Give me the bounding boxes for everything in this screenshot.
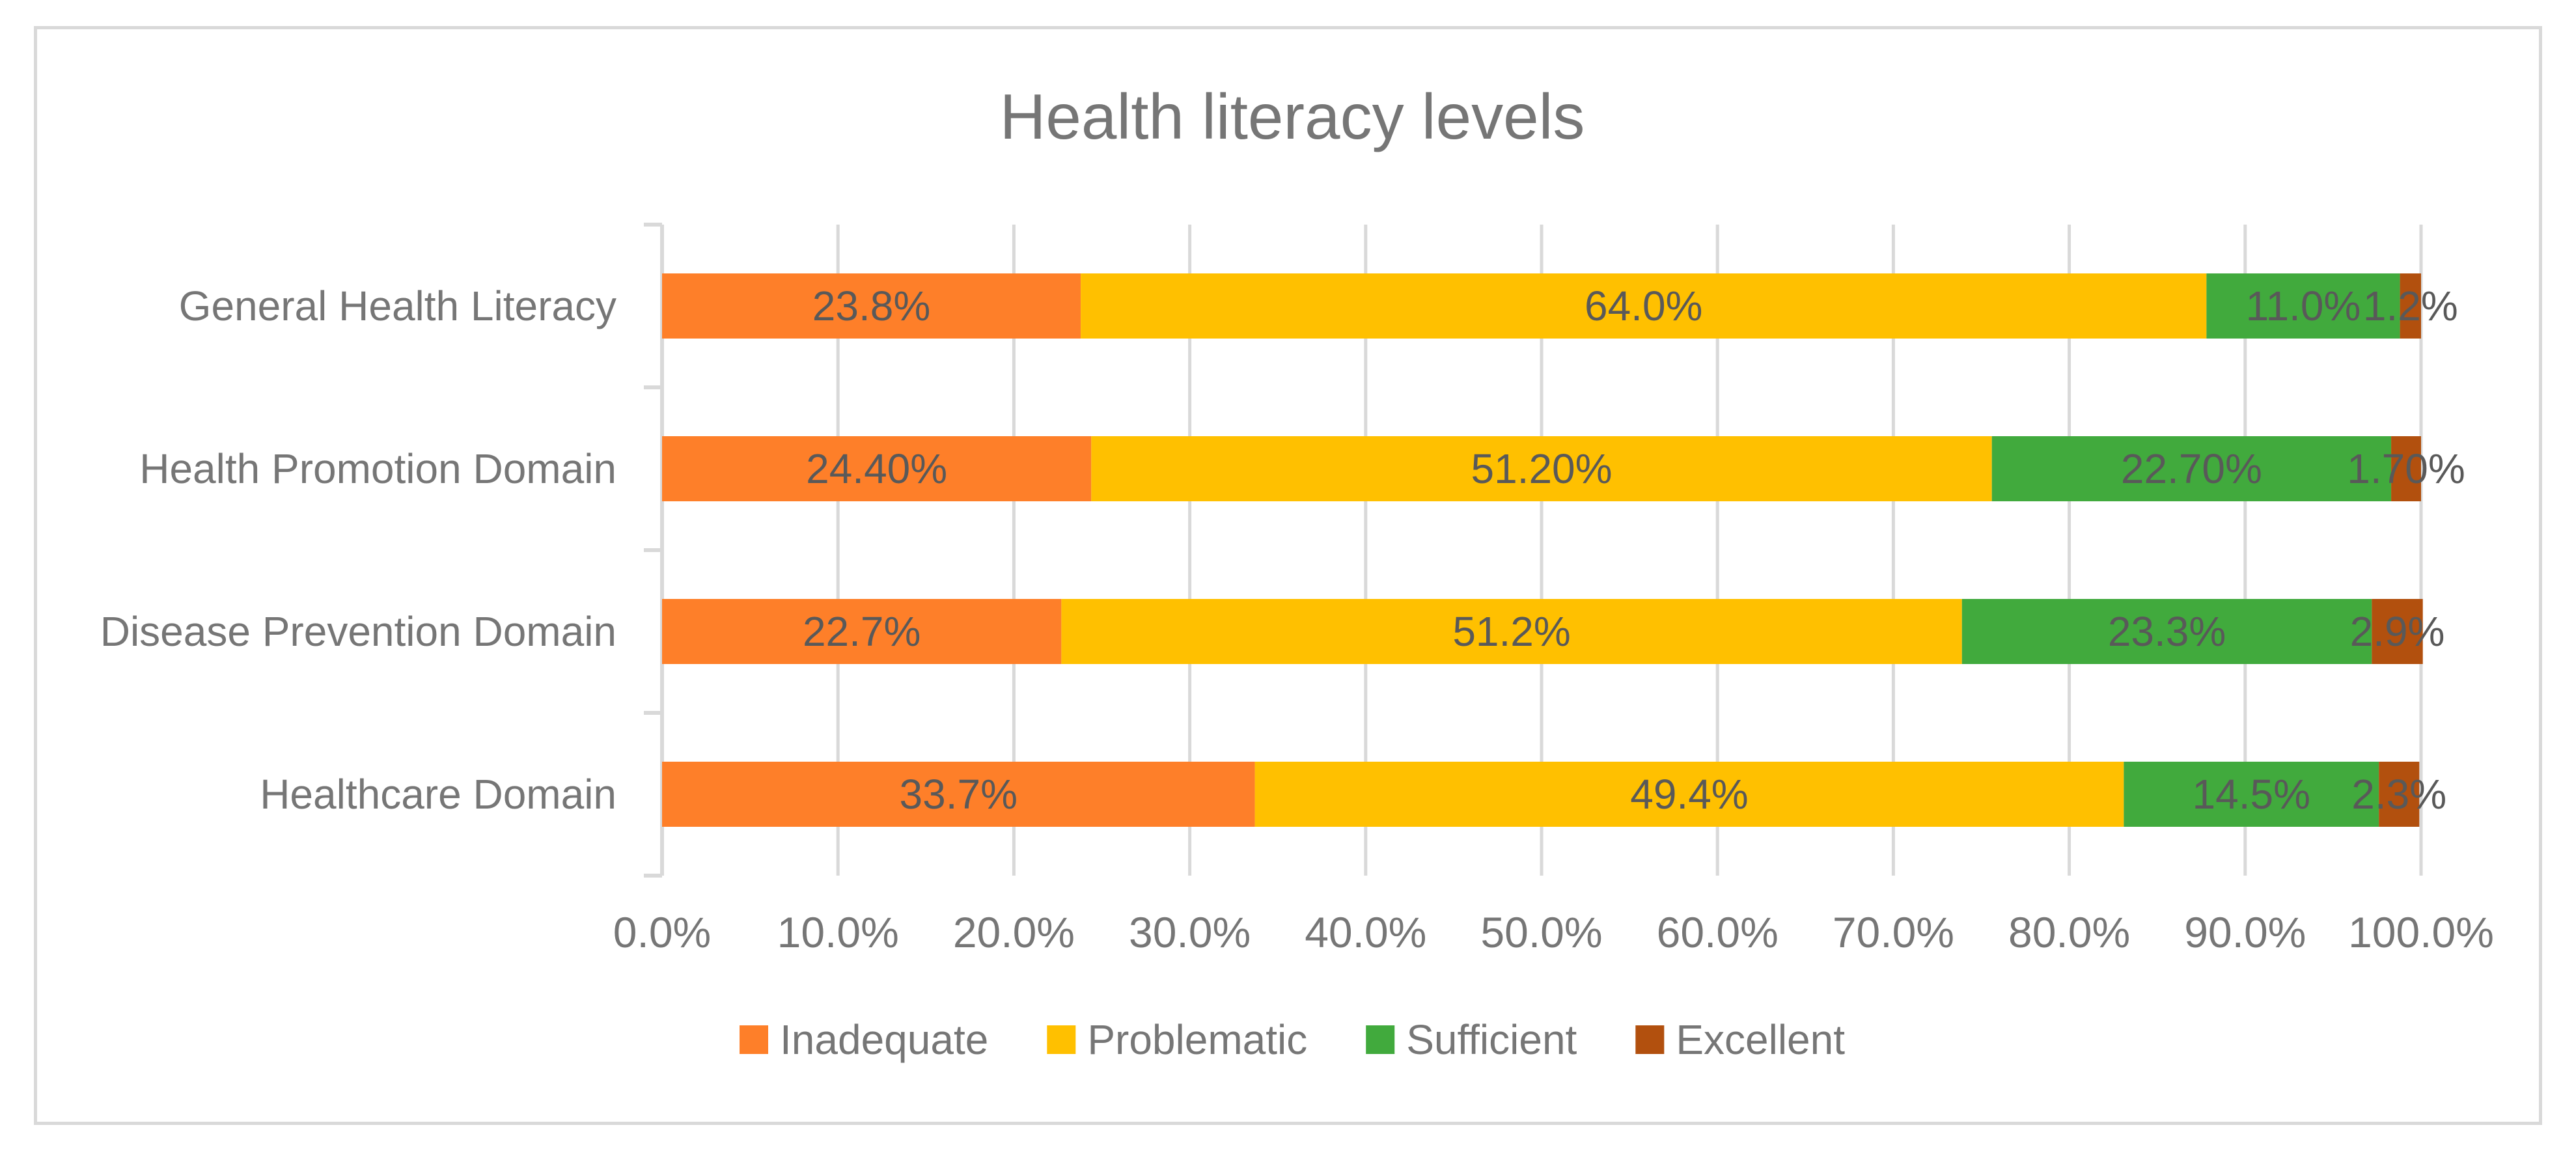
legend-label: Problematic [1087, 1016, 1307, 1063]
data-label: 24.40% [806, 445, 947, 492]
data-label: 49.4% [1630, 771, 1748, 818]
x-tick-label: 30.0% [1129, 908, 1251, 956]
data-label: 23.8% [812, 283, 930, 329]
legend: Inadequate Problematic Sufficient Excellent [740, 1016, 1845, 1063]
x-tick-label: 60.0% [1657, 908, 1779, 956]
category-label: Disease Prevention Domain [100, 608, 616, 655]
legend-swatch-sufficient [1366, 1025, 1395, 1054]
data-label: 51.2% [1452, 608, 1570, 655]
data-label: 33.7% [900, 771, 1018, 818]
bar-segment-sufficient [2206, 273, 2400, 339]
x-tick-label: 50.0% [1480, 908, 1602, 956]
x-tick-label: 20.0% [953, 908, 1075, 956]
category-label: Healthcare Domain [260, 771, 616, 818]
bar-segment-inadequate [662, 436, 1092, 501]
data-label: 22.7% [803, 608, 921, 655]
data-label: 2.9% [2350, 608, 2445, 655]
data-label: 1.70% [2347, 445, 2465, 492]
data-labels: 23.8% 64.0% 11.0% 1.2% 24.40% 51.20% 22.70% 1.7… [803, 283, 2465, 818]
data-label: 64.0% [1585, 283, 1702, 329]
legend-label: Excellent [1676, 1016, 1845, 1063]
bar-segment-sufficient [1961, 599, 2372, 664]
category-axis [644, 223, 664, 878]
legend-swatch-problematic [1047, 1025, 1076, 1054]
bar-segment-excellent [2379, 762, 2420, 827]
x-tick-label: 40.0% [1305, 908, 1426, 956]
category-labels: General Health Literacy Health Promotion … [100, 283, 616, 818]
data-label: 51.20% [1471, 445, 1612, 492]
bar-segment-problematic [1081, 273, 2207, 339]
bar-segment-inadequate [662, 762, 1255, 827]
data-label: 22.70% [2121, 445, 2262, 492]
data-label: 2.3% [2351, 771, 2446, 818]
x-tick-label: 70.0% [1833, 908, 1954, 956]
stacked-bar-chart: Health literacy levels 23.8% 64.0% 11.0% 1.… [100, 81, 2494, 1063]
x-tick-label: 80.0% [2008, 908, 2130, 956]
x-tick-label: 10.0% [777, 908, 899, 956]
bar-segment-excellent [2391, 436, 2421, 501]
x-tick-label: 90.0% [2184, 908, 2306, 956]
legend-swatch-excellent [1635, 1025, 1665, 1054]
chart-title: Health literacy levels [1000, 81, 1585, 152]
bar-segment-excellent [2400, 273, 2421, 339]
x-tick-label: 100.0% [2348, 908, 2494, 956]
data-label: 23.3% [2108, 608, 2226, 655]
bars [662, 273, 2423, 827]
x-axis-ticks: 0.0% 10.0% 20.0% 30.0% 40.0% 50.0% 60.0% 70.0% 8… [613, 908, 2494, 956]
bar-segment-excellent [2372, 599, 2423, 664]
bar-segment-problematic [1061, 599, 1962, 664]
bar-segment-problematic [1091, 436, 1992, 501]
bar-segment-inadequate [662, 273, 1081, 339]
category-label: Health Promotion Domain [139, 445, 616, 492]
bar-segment-sufficient [1991, 436, 2392, 501]
data-label: 11.0% [2246, 283, 2361, 329]
data-label: 1.2% [2363, 283, 2458, 329]
data-label: 14.5% [2193, 771, 2310, 818]
chart-frame: Health literacy levels 23.8% 64.0% 11.0% 1.… [34, 26, 2542, 1125]
bar-segment-sufficient [2124, 762, 2379, 827]
category-label: General Health Literacy [179, 283, 616, 329]
legend-label: Sufficient [1406, 1016, 1577, 1063]
x-tick-label: 0.0% [613, 908, 711, 956]
bar-segment-inadequate [662, 599, 1062, 664]
legend-swatch-inadequate [740, 1025, 768, 1054]
bar-segment-problematic [1254, 762, 2124, 827]
legend-label: Inadequate [780, 1016, 988, 1063]
